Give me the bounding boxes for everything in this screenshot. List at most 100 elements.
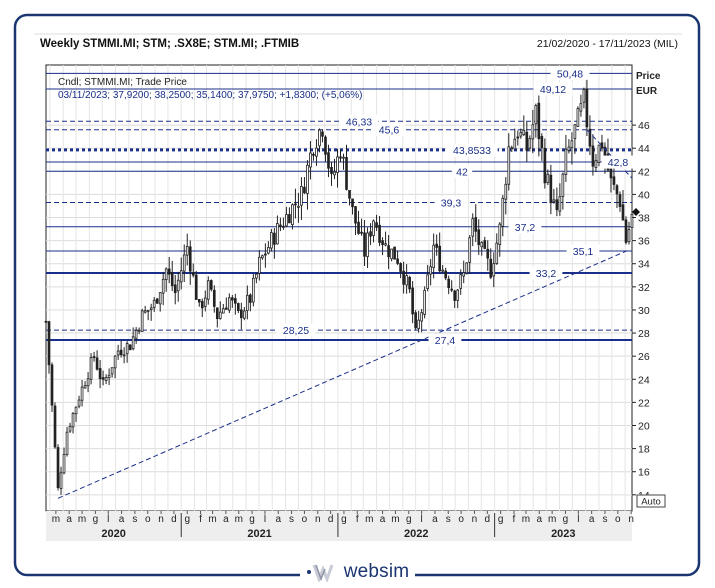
candle-up — [432, 244, 435, 269]
candle-down — [477, 229, 481, 246]
candle-down — [321, 131, 324, 137]
candle-up — [582, 89, 586, 103]
y-tick-label: 22 — [638, 397, 650, 409]
candle-up — [468, 237, 472, 263]
level-label: 35,1 — [573, 246, 594, 258]
y-tick-label: 24 — [638, 374, 650, 386]
candle-down — [609, 168, 613, 179]
candle-up — [300, 185, 303, 206]
grid — [46, 65, 632, 511]
candle-down — [44, 320, 48, 323]
candle-down — [444, 270, 448, 279]
x-month-label: m — [208, 514, 216, 525]
candle-up — [630, 213, 634, 229]
x-year-label: 2023 — [551, 528, 575, 540]
candle-up — [570, 140, 574, 148]
candle-down — [363, 232, 366, 257]
candle-up — [146, 309, 150, 312]
candle-up — [68, 426, 72, 432]
candle-up — [74, 406, 78, 415]
x-month-label: n — [472, 514, 478, 525]
level-label: 33,2 — [536, 268, 557, 280]
candle-up — [131, 336, 135, 350]
candle-down — [50, 364, 54, 406]
candle-down — [486, 248, 490, 259]
candle-up — [261, 255, 264, 259]
candle-down — [279, 224, 282, 227]
candle-up — [83, 385, 87, 389]
x-month-label: g — [341, 514, 347, 525]
level-label: 43,8533 — [453, 145, 491, 157]
candle-up — [564, 148, 568, 175]
candle-down — [525, 131, 529, 151]
candle-down — [600, 142, 604, 149]
candle-down — [474, 217, 478, 232]
candle-down — [282, 225, 285, 228]
y-tick-label: 34 — [638, 259, 650, 271]
candle-up — [89, 357, 93, 380]
candle-down — [393, 246, 396, 260]
candle-down — [435, 243, 438, 248]
candle-up — [258, 256, 261, 274]
candle-down — [588, 128, 592, 147]
x-month-label: a — [589, 514, 595, 525]
candle-down — [303, 186, 306, 194]
level-label: 42,8 — [608, 157, 629, 169]
candle-up — [143, 310, 147, 313]
x-month-label: m — [548, 514, 556, 525]
y-tick-label: 28 — [638, 328, 650, 340]
x-month-label: d — [485, 514, 491, 525]
x-month-label: o — [615, 514, 621, 525]
level-label-bg — [339, 114, 379, 128]
candle-down — [230, 297, 234, 301]
candle-up — [465, 262, 469, 274]
candle-down — [408, 276, 411, 290]
x-month-label: g — [249, 514, 255, 525]
candle-up — [552, 199, 556, 203]
plot-area: 50,48 49,12 46,33 45,6 43,8533 42,8 42 39,3 37,2… — [44, 64, 635, 512]
candle-down — [537, 102, 541, 140]
x-month-label: f — [199, 514, 202, 525]
candle-down — [53, 405, 57, 448]
candle-down — [615, 185, 619, 195]
candle-up — [246, 294, 249, 311]
x-month-label: a — [223, 514, 229, 525]
x-month-label: l — [264, 514, 266, 525]
candle-up — [510, 147, 514, 150]
y-tick-label: 36 — [638, 236, 650, 248]
y-tick-label: 42 — [638, 166, 650, 178]
candle-down — [273, 232, 276, 245]
candle-up — [513, 138, 517, 150]
candle-down — [450, 288, 454, 291]
candle-down — [381, 240, 384, 245]
candle-up — [110, 367, 114, 375]
candle-up — [597, 144, 601, 163]
level-label: 39,3 — [441, 197, 462, 209]
auto-scale-button[interactable] — [636, 494, 666, 508]
candle-up — [315, 147, 318, 157]
level-label: 46,33 — [346, 116, 372, 128]
candle-up — [471, 218, 475, 237]
candle-up — [185, 245, 189, 256]
candle-down — [516, 136, 520, 139]
y-tick-label: 16 — [638, 467, 650, 479]
candle-down — [345, 157, 348, 190]
x-month-label: a — [275, 514, 281, 525]
websim-logo-icon — [306, 564, 334, 582]
x-month-label: m — [391, 514, 399, 525]
candle-up — [227, 297, 231, 311]
x-month-label: m — [78, 514, 86, 525]
level-label-bg — [508, 220, 542, 234]
level-label-bg — [451, 164, 473, 178]
x-month-label: d — [171, 514, 177, 525]
candle-up — [270, 232, 273, 249]
level-label-bg — [601, 155, 635, 169]
candle-up — [164, 268, 168, 281]
x-month-label: g — [184, 514, 190, 525]
date-range: 21/02/2020 - 17/11/2023 (MIL) — [537, 38, 678, 50]
level-label-bg — [428, 333, 462, 347]
candle-down — [264, 253, 267, 256]
candle-down — [339, 156, 342, 159]
candle-up — [134, 329, 138, 339]
candle-up — [567, 146, 571, 151]
